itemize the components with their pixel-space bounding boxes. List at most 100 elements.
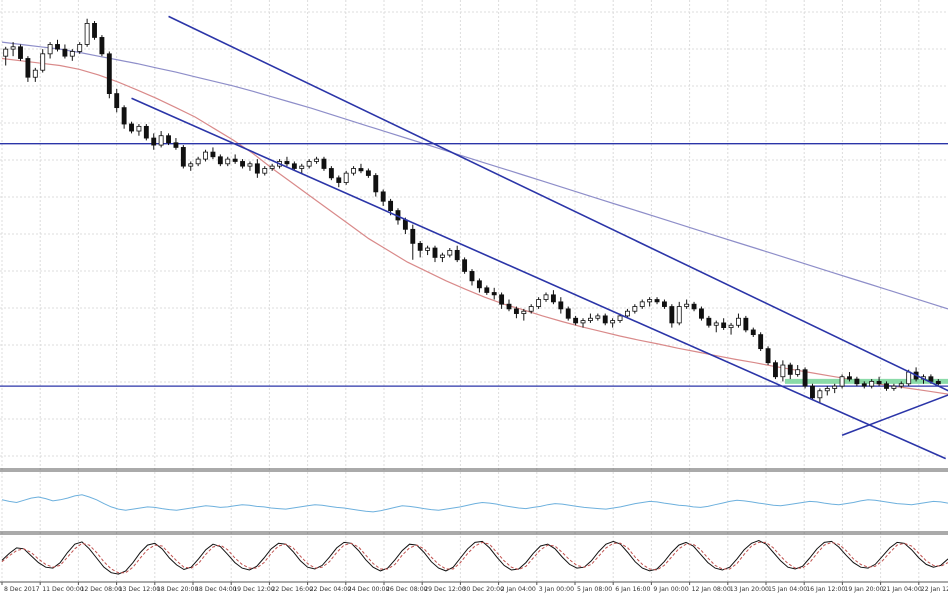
candle-body bbox=[232, 158, 238, 162]
candle-body bbox=[750, 329, 756, 336]
candle-body bbox=[158, 135, 164, 146]
x-axis-tick-label: 18 Dec 04:00 bbox=[195, 586, 237, 593]
candle-body bbox=[713, 322, 719, 326]
moving-average-line-2 bbox=[1, 41, 948, 310]
candle-body bbox=[536, 299, 542, 307]
candle-body bbox=[299, 165, 305, 169]
candle-body bbox=[62, 48, 68, 57]
candle-body bbox=[121, 107, 127, 125]
x-axis-tick-label: 9 Jan 00:00 bbox=[653, 586, 688, 593]
candle-body bbox=[513, 308, 519, 314]
candle-body bbox=[595, 315, 601, 319]
candle-body bbox=[624, 310, 630, 317]
candle-body bbox=[928, 376, 934, 382]
candle-body bbox=[99, 37, 105, 55]
candle-body bbox=[84, 22, 90, 45]
candle-body bbox=[832, 385, 838, 389]
candle-body bbox=[240, 161, 245, 167]
x-axis-tick-label: 11 Dec 00:00 bbox=[42, 586, 84, 593]
x-axis-tick-label: 30 Dec 20:00 bbox=[462, 586, 504, 593]
candle-body bbox=[166, 135, 171, 144]
stochastic-line-1 bbox=[1, 539, 948, 575]
x-axis-tick-label: 12 Jan 08:00 bbox=[692, 586, 731, 593]
candle-body bbox=[869, 381, 875, 387]
candle-body bbox=[795, 369, 801, 375]
candle-body bbox=[684, 303, 690, 307]
x-axis-tick-label: 5 Jan 08:00 bbox=[577, 586, 612, 593]
candle-body bbox=[254, 163, 260, 174]
candle-body bbox=[40, 53, 46, 71]
x-axis-tick-label: 19 Jan 20:00 bbox=[844, 586, 883, 593]
candle-body bbox=[521, 310, 527, 314]
candle-body bbox=[573, 317, 579, 324]
candle-body bbox=[876, 381, 882, 385]
candle-body bbox=[180, 147, 186, 167]
trendline-1 bbox=[168, 15, 948, 392]
candle-body bbox=[343, 172, 349, 183]
candle-body bbox=[935, 381, 941, 385]
candle-body bbox=[499, 294, 505, 305]
candle-body bbox=[284, 161, 290, 165]
candle-body bbox=[743, 317, 749, 331]
candle-body bbox=[129, 123, 134, 132]
candle-body bbox=[491, 292, 497, 296]
candle-body bbox=[306, 161, 312, 167]
candle-body bbox=[225, 158, 231, 165]
x-axis-tick-label: 22 Dec 04:00 bbox=[310, 586, 352, 593]
candle-body bbox=[358, 168, 364, 172]
candle-body bbox=[802, 369, 808, 387]
candle-body bbox=[847, 376, 852, 380]
candle-body bbox=[77, 44, 83, 52]
candle-body bbox=[10, 46, 16, 50]
candle-body bbox=[410, 228, 416, 244]
x-axis-tick-label: 12 Dec 08:00 bbox=[80, 586, 122, 593]
candle-body bbox=[476, 280, 482, 289]
x-axis-tick-label: 6 Jan 16:00 bbox=[615, 586, 650, 593]
candle-body bbox=[425, 247, 431, 251]
candle-body bbox=[321, 158, 327, 169]
stochastic-line-2 bbox=[1, 541, 948, 574]
candle-body bbox=[647, 299, 653, 303]
candle-body bbox=[891, 385, 897, 389]
candle-body bbox=[780, 364, 786, 378]
candle-body bbox=[558, 301, 564, 310]
candle-body bbox=[25, 58, 31, 78]
candle-body bbox=[765, 348, 771, 364]
x-axis-tick-label: 21 Jan 04:00 bbox=[883, 586, 922, 593]
candle-body bbox=[669, 306, 675, 324]
x-axis-tick-label: 3 Jan 00:00 bbox=[539, 586, 574, 593]
candle-body bbox=[884, 383, 889, 389]
candle-body bbox=[388, 200, 394, 212]
candle-body bbox=[291, 163, 297, 169]
candle-body bbox=[706, 317, 712, 326]
candle-body bbox=[173, 142, 179, 148]
x-axis-tick-label: 18 Dec 20:00 bbox=[157, 586, 199, 593]
candle-body bbox=[247, 163, 253, 167]
candle-body bbox=[217, 156, 223, 165]
candle-body bbox=[565, 308, 571, 319]
candle-body bbox=[151, 137, 157, 146]
x-axis-tick-label: 2 Jan 04:00 bbox=[501, 586, 536, 593]
x-axis-tick-label: 24 Dec 00:00 bbox=[348, 586, 390, 593]
candle-body bbox=[728, 324, 734, 329]
candle-body bbox=[817, 390, 823, 399]
candle-body bbox=[447, 249, 453, 256]
candle-body bbox=[773, 362, 778, 378]
candle-body bbox=[336, 177, 342, 183]
candle-body bbox=[18, 46, 23, 59]
candle-body bbox=[439, 254, 445, 258]
candle-body bbox=[402, 219, 408, 230]
candle-body bbox=[854, 378, 860, 385]
x-axis-tick-label: 15 Jan 04:00 bbox=[768, 586, 807, 593]
candle-body bbox=[106, 53, 112, 94]
candle-body bbox=[906, 371, 912, 385]
candle-body bbox=[47, 44, 53, 55]
candle-body bbox=[32, 69, 38, 78]
x-axis-tick-label: 16 Jan 12:00 bbox=[806, 586, 845, 593]
candle-body bbox=[543, 294, 549, 300]
x-axis-tick-label: 22 Jan 12:00 bbox=[921, 586, 948, 593]
candle-body bbox=[550, 294, 556, 303]
candle-body bbox=[632, 306, 638, 312]
candle-body bbox=[861, 383, 867, 387]
